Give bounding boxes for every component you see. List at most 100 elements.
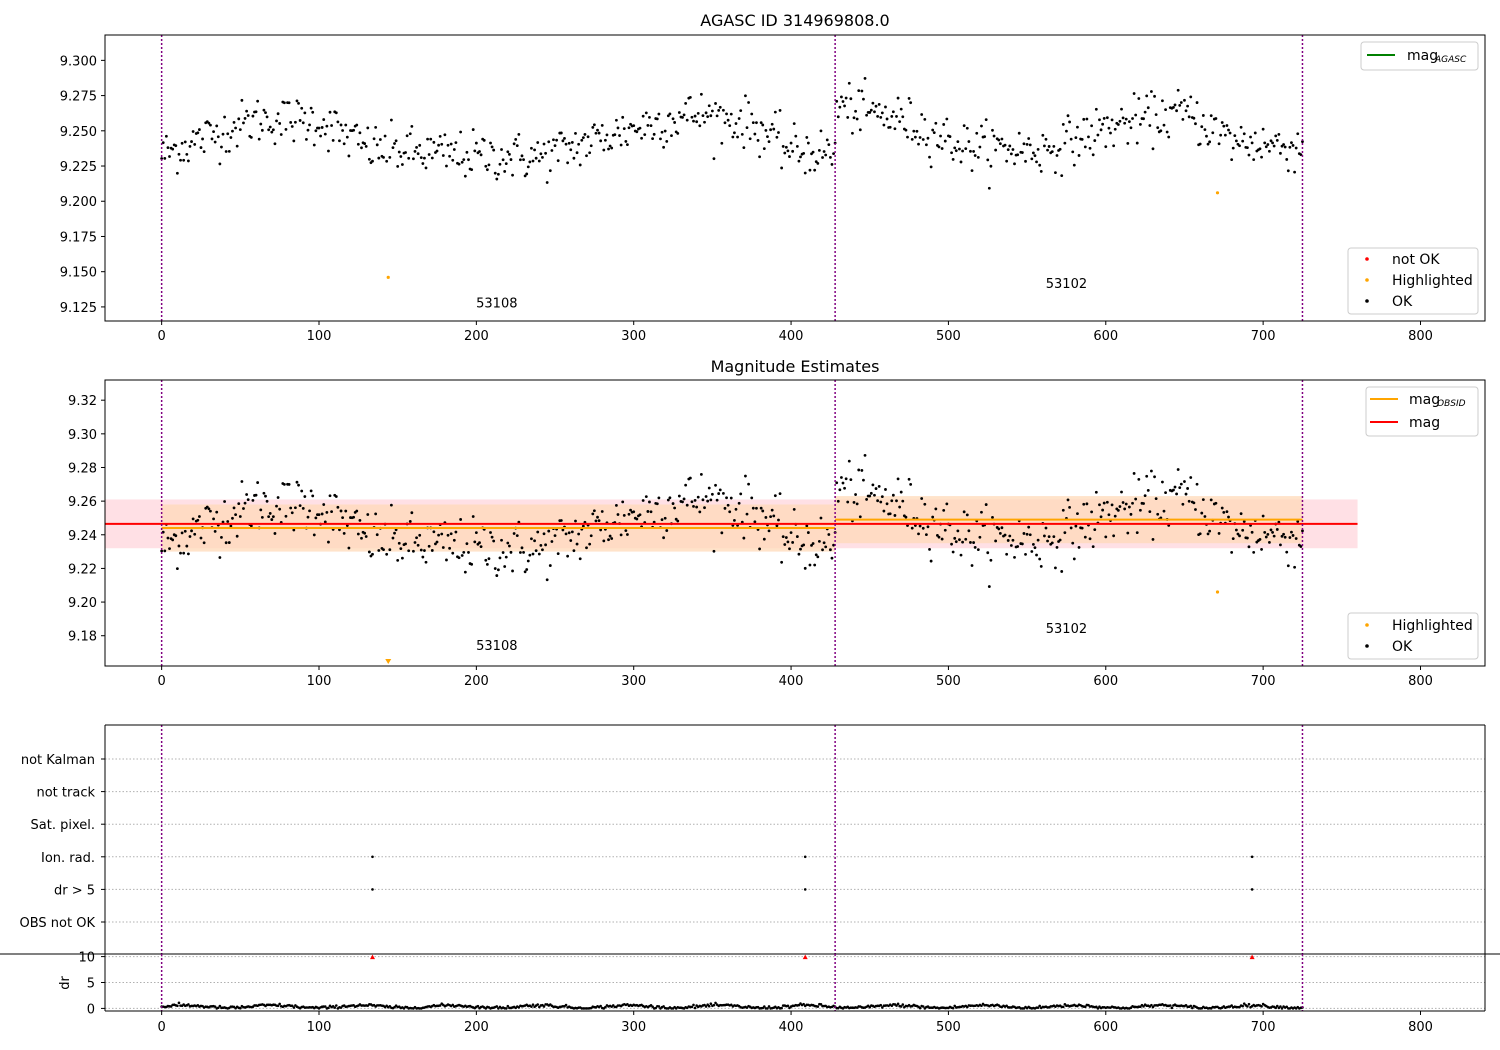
ok-point — [561, 528, 565, 532]
ok-point — [1072, 557, 1076, 561]
ok-point — [920, 113, 924, 116]
ok-point — [586, 135, 590, 139]
ok-point — [840, 95, 843, 99]
ok-point — [690, 500, 694, 504]
ok-point — [953, 536, 957, 540]
ok-point — [821, 156, 824, 159]
ok-point — [1046, 539, 1049, 543]
ok-point — [290, 511, 294, 515]
ok-point — [811, 150, 815, 154]
dr-point — [1095, 1005, 1098, 1009]
ok-point — [619, 143, 623, 147]
ok-point — [1272, 534, 1276, 538]
ok-point — [185, 544, 189, 548]
ok-point — [1008, 144, 1012, 148]
ok-point — [822, 541, 826, 545]
ok-point — [367, 157, 371, 161]
ok-point — [287, 101, 291, 105]
ok-point — [655, 117, 659, 121]
ok-point — [267, 128, 271, 132]
ok-point — [794, 134, 798, 138]
ok-point — [341, 129, 345, 132]
ok-point — [284, 127, 288, 131]
ok-point — [1006, 539, 1010, 542]
ok-point — [1003, 143, 1007, 147]
ok-point — [710, 109, 714, 113]
ok-point — [773, 494, 777, 498]
ok-point — [648, 115, 651, 119]
ok-point — [869, 108, 873, 112]
ok-point — [855, 117, 859, 121]
ok-point — [739, 109, 743, 113]
ok-point — [389, 503, 393, 507]
ok-point — [260, 515, 264, 519]
ok-point — [819, 516, 823, 520]
ok-point — [709, 498, 713, 502]
ok-point — [415, 145, 418, 149]
ok-point — [997, 527, 1001, 531]
ok-point — [1261, 514, 1265, 518]
ok-point — [869, 491, 873, 495]
ok-point — [1274, 134, 1278, 138]
ok-point — [770, 508, 774, 512]
ok-point — [416, 543, 420, 547]
ok-point — [937, 535, 941, 539]
ok-point — [706, 499, 710, 503]
ok-point — [805, 524, 809, 528]
ok-point — [1129, 512, 1133, 516]
ok-point — [474, 531, 478, 535]
ok-point — [198, 515, 201, 518]
ok-point — [836, 115, 840, 119]
ok-point — [374, 512, 378, 516]
ok-point — [964, 537, 968, 541]
ok-point — [1260, 548, 1263, 551]
plot-area — [105, 453, 1358, 594]
ok-point — [270, 130, 274, 134]
axes-frame — [104, 379, 1486, 667]
x-tick-label: 300 — [621, 674, 646, 689]
ok-point — [366, 513, 370, 516]
ok-point — [868, 111, 872, 114]
ok-point — [962, 510, 966, 514]
ok-point — [621, 115, 625, 119]
ok-point — [751, 121, 755, 125]
dr-point — [1036, 1006, 1040, 1009]
ok-point — [537, 159, 541, 163]
ok-point — [844, 477, 848, 481]
ok-point — [235, 534, 239, 538]
ok-point — [901, 115, 905, 119]
ok-point — [446, 143, 450, 147]
ok-point — [969, 541, 972, 544]
ok-point — [737, 117, 741, 120]
legend-label: Highlighted — [1392, 273, 1473, 289]
dr-point — [339, 1006, 343, 1009]
ok-point — [504, 555, 508, 559]
ok-point — [213, 140, 217, 144]
ok-point — [918, 524, 922, 528]
ok-point — [231, 516, 234, 520]
ok-point — [1024, 553, 1027, 556]
ok-point — [984, 118, 988, 122]
x-tick-label: 700 — [1251, 674, 1276, 689]
ok-point — [1288, 145, 1292, 149]
ok-point — [1116, 123, 1120, 126]
ok-point — [177, 152, 181, 156]
ok-point — [888, 512, 892, 516]
ok-point — [994, 539, 998, 543]
ok-point — [544, 543, 547, 547]
ok-point — [460, 554, 464, 557]
ok-point — [412, 549, 415, 553]
dr-point — [1230, 1004, 1233, 1007]
ok-point — [891, 110, 895, 114]
ok-point — [657, 112, 661, 116]
ok-point — [1047, 145, 1051, 148]
ok-point — [616, 126, 620, 130]
x-tick-label: 500 — [936, 329, 961, 344]
ok-point — [762, 147, 766, 150]
x-tick-label: 800 — [1408, 674, 1433, 689]
ok-point — [419, 156, 423, 160]
ok-point — [338, 139, 341, 143]
ok-point — [591, 512, 595, 516]
ok-point — [986, 551, 990, 555]
y-tick-label: 9.26 — [68, 495, 97, 510]
